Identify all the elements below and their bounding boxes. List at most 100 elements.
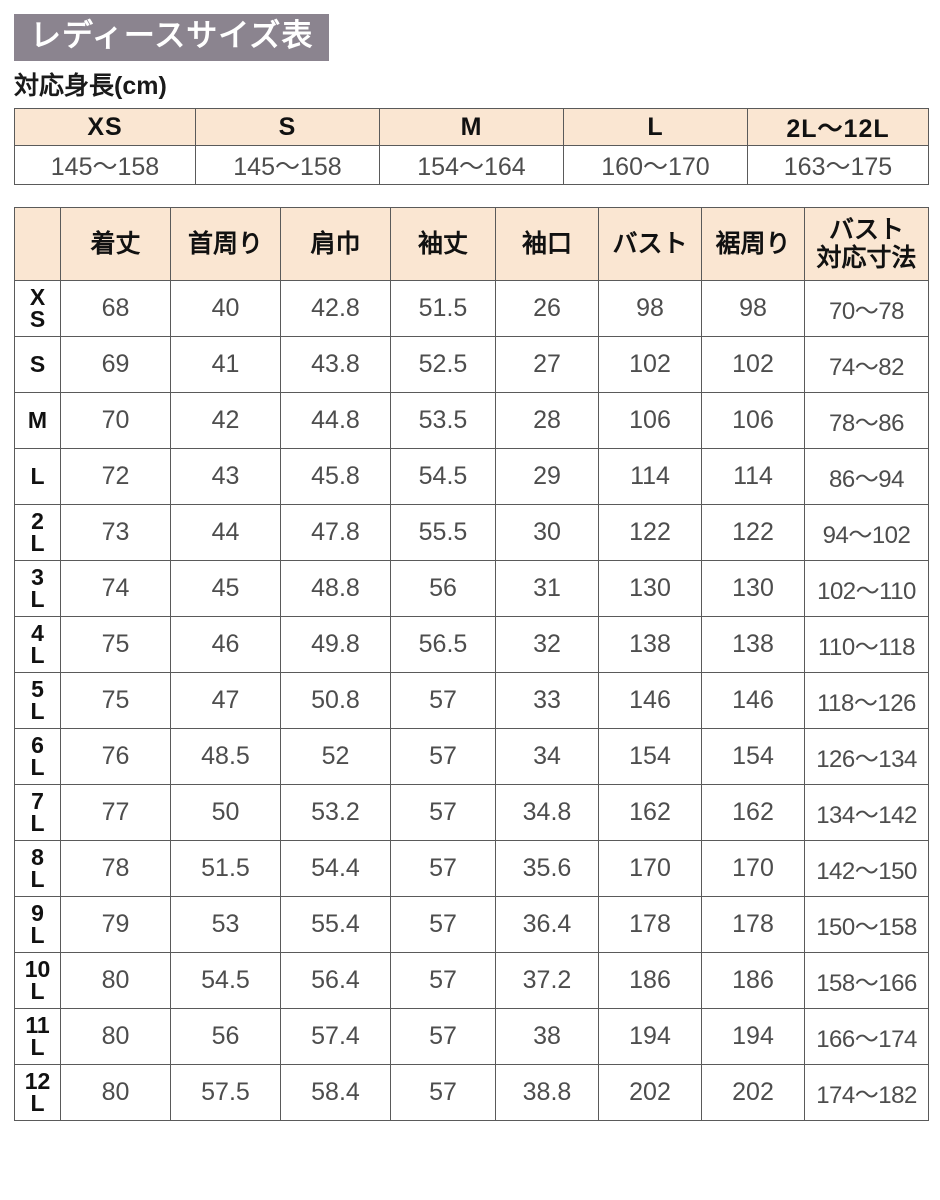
row-size-label: 10 L xyxy=(14,952,61,1010)
measure-cell: 73 xyxy=(60,504,171,562)
measure-cell: 53.5 xyxy=(390,392,496,450)
measure-cell: 76 xyxy=(60,728,171,786)
row-size-label: 4 L xyxy=(14,616,61,674)
measure-cell: 138 xyxy=(701,616,805,674)
measure-cell: 44.8 xyxy=(280,392,391,450)
table-row: S 69 41 43.8 52.5 27 102 102 74〜82 xyxy=(14,336,929,394)
measure-cell: 53 xyxy=(170,896,281,954)
measure-cell: 122 xyxy=(598,504,702,562)
row-size-top: X xyxy=(29,283,46,310)
height-size-header: S xyxy=(195,108,380,147)
measure-cell: 54.5 xyxy=(390,448,496,506)
column-header-cell: 首周り xyxy=(170,207,281,282)
table-row: L 72 43 45.8 54.5 29 114 114 86〜94 xyxy=(14,448,929,506)
measure-cell: 30 xyxy=(495,504,599,562)
measure-cell: 186 xyxy=(701,952,805,1010)
measure-cell: 52 xyxy=(280,728,391,786)
row-size-bottom: L xyxy=(30,921,45,948)
measure-cell: 45.8 xyxy=(280,448,391,506)
measure-cell: 166〜174 xyxy=(804,1008,929,1066)
row-size-bottom: L xyxy=(30,809,45,836)
measure-cell: 68 xyxy=(60,280,171,338)
measure-cell: 86〜94 xyxy=(804,448,929,506)
row-size-top: 3 xyxy=(31,563,44,590)
row-size-top: 5 xyxy=(31,675,44,702)
column-header-line1: 肩巾 xyxy=(310,230,361,259)
row-size-top: 9 xyxy=(31,899,44,926)
measure-cell: 33 xyxy=(495,672,599,730)
measure-cell: 40 xyxy=(170,280,281,338)
measure-cell: 178 xyxy=(701,896,805,954)
measure-cell: 44 xyxy=(170,504,281,562)
column-header-cell: 着丈 xyxy=(60,207,171,282)
height-section-label: 対応身長(cm) xyxy=(14,71,167,100)
measure-cell: 57 xyxy=(390,952,496,1010)
measure-cell: 178 xyxy=(598,896,702,954)
table-row: 12 L 80 57.5 58.4 57 38.8 202 202 174〜18… xyxy=(14,1064,929,1122)
column-header-line1: バスト xyxy=(612,230,688,259)
column-header-cell: 袖口 xyxy=(495,207,599,282)
table-row: 8 L 78 51.5 54.4 57 35.6 170 170 142〜150 xyxy=(14,840,929,898)
measure-cell: 41 xyxy=(170,336,281,394)
column-header-line1: 袖丈 xyxy=(417,230,468,259)
measure-cell: 146 xyxy=(701,672,805,730)
measure-cell: 56.5 xyxy=(390,616,496,674)
measurement-table-body: X S 68 40 42.8 51.5 26 98 98 70〜78 S 69 … xyxy=(14,280,929,1122)
measure-cell: 38 xyxy=(495,1008,599,1066)
measure-cell: 80 xyxy=(60,1008,171,1066)
table-row: X S 68 40 42.8 51.5 26 98 98 70〜78 xyxy=(14,280,929,338)
height-range-cell: 145〜158 xyxy=(14,145,196,186)
height-range-cell: 163〜175 xyxy=(747,145,929,186)
measure-cell: 42 xyxy=(170,392,281,450)
measure-cell: 170 xyxy=(701,840,805,898)
measurement-header-row: 着丈 首周り 肩巾 袖丈 袖口 バスト 裾周り xyxy=(14,207,929,282)
row-size-bottom: L xyxy=(30,1089,45,1116)
row-size-bottom: L xyxy=(30,1033,45,1060)
row-size-top: L xyxy=(30,462,45,489)
measure-cell: 98 xyxy=(701,280,805,338)
measure-cell: 55.5 xyxy=(390,504,496,562)
measure-cell: 28 xyxy=(495,392,599,450)
measure-cell: 57 xyxy=(390,784,496,842)
measure-cell: 102〜110 xyxy=(804,560,929,618)
measure-cell: 54.5 xyxy=(170,952,281,1010)
row-size-top: S xyxy=(29,350,46,377)
column-header-line1: 首周り xyxy=(187,230,263,259)
measure-cell: 57 xyxy=(390,896,496,954)
measure-cell: 126〜134 xyxy=(804,728,929,786)
measure-cell: 56.4 xyxy=(280,952,391,1010)
measure-cell: 118〜126 xyxy=(804,672,929,730)
measure-cell: 36.4 xyxy=(495,896,599,954)
measure-cell: 29 xyxy=(495,448,599,506)
row-size-label: 7 L xyxy=(14,784,61,842)
height-range-cell: 145〜158 xyxy=(195,145,380,186)
column-header-cell: 袖丈 xyxy=(390,207,496,282)
row-size-label: 2 L xyxy=(14,504,61,562)
measure-cell: 56 xyxy=(170,1008,281,1066)
measure-cell: 31 xyxy=(495,560,599,618)
column-header-line1: 袖口 xyxy=(521,230,572,259)
row-size-bottom: L xyxy=(30,529,45,556)
measure-cell: 57.5 xyxy=(170,1064,281,1122)
measure-cell: 57 xyxy=(390,1064,496,1122)
row-size-label: 5 L xyxy=(14,672,61,730)
height-table-header-row: XS S M L 2L〜12L xyxy=(14,108,929,147)
row-size-bottom: L xyxy=(30,641,45,668)
table-row: 5 L 75 47 50.8 57 33 146 146 118〜126 xyxy=(14,672,929,730)
measurement-table: 着丈 首周り 肩巾 袖丈 袖口 バスト 裾周り xyxy=(14,207,929,1122)
table-row: 6 L 76 48.5 52 57 34 154 154 126〜134 xyxy=(14,728,929,786)
measure-cell: 54.4 xyxy=(280,840,391,898)
measure-cell: 27 xyxy=(495,336,599,394)
height-range-cell: 154〜164 xyxy=(379,145,564,186)
measure-cell: 49.8 xyxy=(280,616,391,674)
measure-cell: 194 xyxy=(598,1008,702,1066)
measure-cell: 110〜118 xyxy=(804,616,929,674)
measure-cell: 130 xyxy=(701,560,805,618)
measure-cell: 50 xyxy=(170,784,281,842)
height-size-header: 2L〜12L xyxy=(747,108,929,147)
measure-cell: 158〜166 xyxy=(804,952,929,1010)
measure-cell: 55.4 xyxy=(280,896,391,954)
measure-cell: 77 xyxy=(60,784,171,842)
measure-cell: 162 xyxy=(598,784,702,842)
column-header-cell: 肩巾 xyxy=(280,207,391,282)
